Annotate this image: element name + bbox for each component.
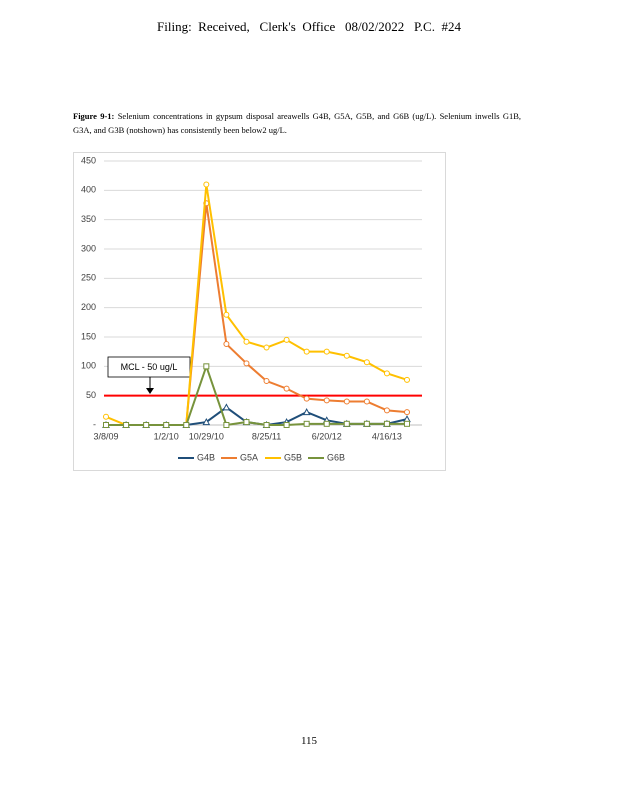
y-tick-label: 400 (81, 185, 96, 195)
marker (303, 420, 310, 427)
marker (283, 336, 290, 343)
legend-item: G5A (221, 452, 258, 462)
marker (363, 359, 370, 366)
marker (323, 348, 330, 355)
legend-label: G6B (327, 452, 345, 462)
legend-label: G4B (197, 452, 215, 462)
x-tick-label: 4/16/13 (372, 431, 402, 441)
x-tick-label: 8/25/11 (252, 431, 281, 441)
legend-item: G5B (265, 452, 302, 462)
x-tick-label: 1/2/10 (154, 431, 179, 441)
marker (123, 422, 130, 428)
x-tick-label: 10/29/10 (189, 431, 224, 441)
marker (223, 341, 230, 348)
y-tick-label: 300 (81, 243, 96, 253)
caption-text: Selenium concentrations in gypsum dispos… (73, 111, 522, 135)
marker (383, 420, 390, 427)
marker (243, 360, 250, 367)
marker (302, 408, 311, 416)
marker (203, 181, 210, 188)
y-tick-label: 50 (86, 390, 96, 400)
y-tick-label: 200 (81, 302, 96, 312)
marker (363, 398, 370, 405)
y-tick-label: 350 (81, 214, 96, 224)
marker (203, 363, 210, 370)
marker (263, 378, 270, 384)
marker (202, 418, 211, 426)
marker (183, 422, 190, 428)
marker (404, 376, 410, 383)
page-number: 115 (300, 735, 318, 747)
marker (303, 395, 310, 402)
marker (383, 407, 390, 414)
marker (323, 420, 330, 427)
caption: Figure 9-1: Selenium concentrations in g… (73, 109, 521, 137)
series-line (106, 363, 407, 427)
y-tick-label: 450 (81, 155, 96, 165)
chart-frame (73, 152, 446, 471)
marker (343, 398, 350, 405)
marker (263, 344, 270, 351)
legend-item: G4B (178, 452, 215, 462)
marker (143, 422, 150, 428)
legend-label: G5B (284, 452, 302, 462)
marker (343, 420, 350, 427)
annotation-arrowhead (146, 388, 154, 394)
y-tick-label: 250 (81, 273, 96, 283)
marker (163, 422, 170, 428)
x-tick-label: 6/20/12 (312, 431, 342, 441)
marker (343, 352, 350, 359)
legend-item: G6B (308, 452, 345, 462)
marker (363, 420, 370, 427)
annotation: MCL - 50 ug/L (121, 362, 178, 372)
marker (323, 397, 330, 404)
y-tick-label: 100 (81, 361, 96, 371)
marker (243, 338, 250, 345)
annotation-box (107, 356, 191, 378)
marker (383, 370, 390, 377)
marker (303, 348, 310, 355)
marker (103, 413, 109, 420)
marker (404, 420, 410, 427)
header: Filing: Received, Clerk's Office 08/02/2… (157, 19, 461, 34)
caption-label: Figure 9-1: (73, 111, 115, 121)
y-tick-label: - (93, 419, 96, 429)
marker (263, 422, 270, 428)
marker (222, 403, 231, 411)
y-tick-label: 150 (81, 331, 96, 341)
legend-label: G5A (240, 452, 258, 462)
marker (243, 419, 250, 426)
marker (103, 422, 109, 428)
marker (283, 385, 290, 392)
marker (223, 311, 230, 318)
marker (404, 409, 410, 416)
x-tick-label: 3/8/09 (93, 431, 118, 441)
marker (283, 422, 290, 428)
marker (223, 422, 230, 428)
